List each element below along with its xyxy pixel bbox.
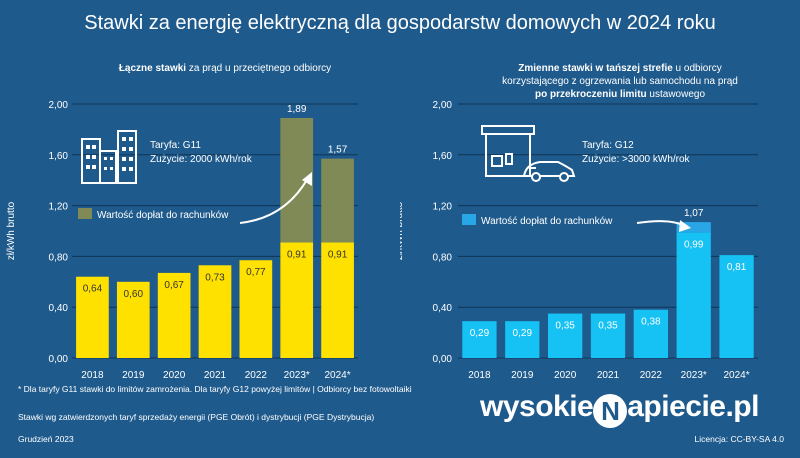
right-subtitle-line-2: korzystającego z ogrzewania lub samochod… [502,76,738,87]
bar-surcharge [676,222,711,233]
right-subtitle-bold-3: po przekroczeniu limitu [534,89,647,100]
bar-value-label: 0,77 [246,267,266,278]
x-tick-label: 2021 [204,370,227,380]
bar-total-label: 1,57 [328,145,348,156]
y-tick-label: 1,20 [433,202,453,213]
usage-label: Zużycie: >3000 kWh/rok [582,154,691,165]
y-tick-label: 0,40 [433,303,453,314]
bar-base [239,260,273,358]
x-tick-label: 2018 [81,370,104,380]
y-tick-label: 0,80 [433,252,453,263]
x-tick-label: 2024* [325,370,351,380]
bar-base [719,255,754,358]
x-tick-label: 2023* [681,370,707,380]
bar-base [321,242,354,358]
bar-value-label: 0,38 [641,317,661,328]
legend-label: Wartość dopłat do rachunków [481,216,613,227]
chart-title: Stawki za energię elektryczną dla gospod… [84,12,716,34]
arrow-icon [239,177,309,224]
tariff-label: Taryfa: G11 [150,140,201,151]
footnote-date: Grudzień 2023 [18,434,74,444]
bar-base [505,321,540,358]
x-tick-label: 2019 [511,370,534,380]
bar-base [280,242,314,358]
y-tick-label: 1,60 [433,151,453,162]
right-subtitle-bold-1: Zmienne stawki w tańszej strefie [518,63,673,74]
right-subtitle-rest-1: u odbiorcy [672,63,722,74]
y-axis-label: zł/kWh brutto [6,201,17,260]
logo-n: N [593,394,628,428]
bar-value-label: 0,35 [555,321,575,332]
x-tick-label: 2020 [554,370,577,380]
bar-surcharge [321,158,354,243]
y-tick-label: 2,00 [49,100,69,111]
y-axis-label: zł/kWh brutto [400,201,405,260]
y-tick-label: 0,00 [433,354,453,365]
y-tick-label: 0,40 [49,303,69,314]
right-chart: 0,00 0,40 0,80 1,20 1,60 2,00 zł/kWh brutto 0,2… [400,100,758,380]
bar-base [676,232,711,358]
right-subtitle-rest-3: ustawowego [646,89,706,100]
bar-value-label: 0,64 [83,284,103,295]
bar-base [198,265,232,358]
bar-base [590,313,626,358]
bar-value-label: 0,29 [513,328,533,339]
y-tick-label: 1,20 [49,202,69,213]
bar-value-label: 0,29 [470,328,490,339]
bar-value-label: 0,60 [124,289,144,300]
x-tick-label: 2020 [163,370,186,380]
bar-value-label: 0,35 [598,321,618,332]
legend-swatch [462,214,476,225]
bar-value-label: 0,67 [164,280,184,291]
y-tick-label: 0,80 [49,252,69,263]
bar-base [633,309,668,358]
usage-label: Zużycie: 2000 kWh/rok [150,154,253,165]
x-tick-label: 2018 [468,370,491,380]
bar-total-label: 1,89 [287,104,307,115]
x-tick-label: 2023* [284,370,310,380]
bar-value-label: 0,91 [287,249,307,260]
bar-value-label: 0,73 [205,272,225,283]
left-chart-subtitle: Łączne stawki za prąd u przeciętnego odb… [60,62,390,75]
legend-label: Wartość dopłat do rachunków [97,210,229,221]
house-car-icon [481,125,576,182]
bar-value-label: 0,91 [328,249,348,260]
buildings-icon [81,130,137,184]
bar-value-label: 0,81 [727,262,747,273]
y-tick-label: 0,00 [49,354,69,365]
bar-value-label: 0,99 [684,239,704,250]
bar-base [76,276,109,358]
legend-swatch [78,208,92,219]
bar-base [548,313,583,358]
left-subtitle-rest: za prąd u przeciętnego odbiorcy [186,63,332,74]
x-tick-label: 2024* [724,370,750,380]
footnote-2: Stawki wg zatwierdzonych taryf sprzedaży… [18,412,375,422]
bar-base [116,281,150,358]
right-chart-subtitle: Zmienne stawki w tańszej strefie u odbio… [470,62,770,101]
bar-base [462,321,497,358]
footnote-1: * Dla taryfy G11 stawki do limitów zamro… [18,384,412,394]
bar-base [157,272,191,358]
x-tick-label: 2019 [122,370,145,380]
tariff-label: Taryfa: G12 [582,140,634,151]
bar-total-label: 1,07 [684,208,704,219]
left-subtitle-bold: Łączne stawki [118,63,187,74]
license-text: Licencja: CC-BY-SA 4.0 [694,434,784,444]
logo-left: wysokie [480,390,594,423]
arrowhead-icon [302,172,312,186]
x-tick-label: 2022 [640,370,663,380]
x-tick-label: 2022 [245,370,268,380]
left-chart: 0,00 0,40 0,80 1,20 1,60 2,00 zł/kWh brutto 0,6… [6,100,358,380]
y-tick-label: 2,00 [433,100,453,111]
x-tick-label: 2021 [597,370,620,380]
arrowhead-icon [679,220,691,232]
logo-right: apiecie.pl [627,390,759,423]
y-tick-label: 1,60 [49,151,69,162]
